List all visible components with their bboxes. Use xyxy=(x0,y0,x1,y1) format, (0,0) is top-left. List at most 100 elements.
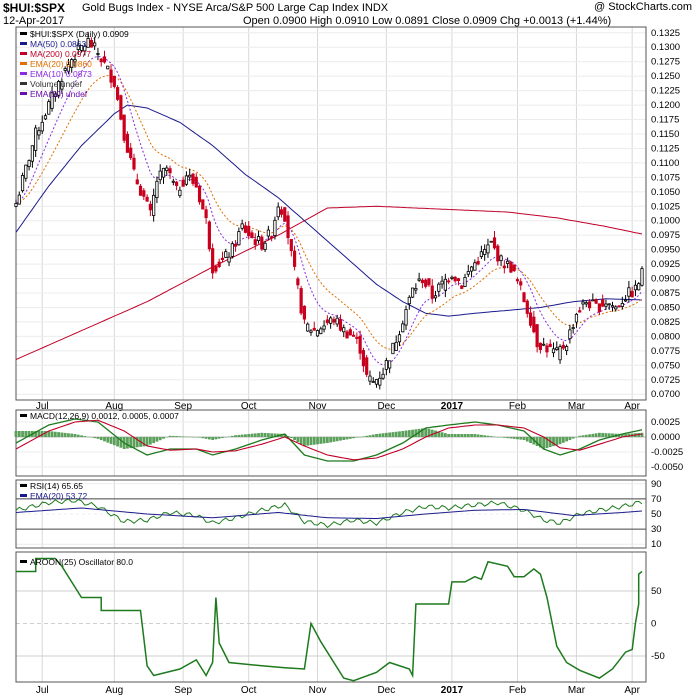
macd-histogram-bar xyxy=(270,433,274,437)
x-axis-tick-label-bottom: Nov xyxy=(309,685,327,696)
candle-body xyxy=(587,301,592,309)
candle-body xyxy=(217,261,221,267)
macd-histogram-bar xyxy=(627,433,631,437)
macd-histogram-bar xyxy=(37,431,41,437)
candle-body xyxy=(542,343,546,346)
macd-histogram-bar xyxy=(584,434,588,437)
candle-body xyxy=(299,288,303,314)
price-legend-swatch xyxy=(20,82,27,85)
candle-body xyxy=(394,341,398,351)
macd-histogram-bar xyxy=(486,435,490,437)
macd-histogram-bar xyxy=(221,437,224,438)
candle-body xyxy=(460,285,464,289)
macd-histogram-bar xyxy=(443,433,447,437)
macd-histogram-bar xyxy=(522,437,526,440)
candle-body xyxy=(433,295,438,299)
candle-body xyxy=(345,331,349,339)
candle-body xyxy=(558,346,562,361)
macd-histogram-bar xyxy=(339,437,342,441)
price-legend-swatch xyxy=(20,92,27,95)
candle-body xyxy=(525,300,529,314)
macd-histogram-bar xyxy=(447,434,451,437)
macd-histogram-bar xyxy=(27,431,31,437)
price-y-tick-label: 0.1300 xyxy=(651,42,680,53)
candle-body xyxy=(76,44,80,50)
macd-histogram-bar xyxy=(342,437,346,440)
rsi-legend-label: RSI(14) 65.65 xyxy=(30,481,83,491)
candle-body xyxy=(453,276,457,282)
candle-body xyxy=(155,180,159,199)
symbol-title: $HUI:$SPX xyxy=(3,1,66,15)
macd-histogram-bar xyxy=(597,432,601,437)
macd-histogram-bar xyxy=(227,436,231,438)
macd-histogram-bar xyxy=(496,437,500,438)
macd-histogram-bar xyxy=(362,436,365,437)
x-axis-tick-label-top: Apr xyxy=(624,401,640,412)
price-y-tick-label: 0.1175 xyxy=(651,115,679,126)
macd-histogram-bar xyxy=(181,436,185,437)
macd-histogram-bar xyxy=(375,434,378,437)
candle-body xyxy=(594,299,598,304)
macd-histogram-bar xyxy=(352,437,355,439)
price-legend-swatch xyxy=(20,62,27,65)
candle-body xyxy=(99,58,103,63)
candle-body xyxy=(532,316,536,333)
macd-histogram-bar xyxy=(502,437,506,438)
candle-body xyxy=(174,181,179,186)
macd-histogram-bar xyxy=(552,437,555,447)
candle-body xyxy=(106,65,110,70)
candle-body xyxy=(276,206,280,218)
candle-body xyxy=(414,288,418,291)
macd-histogram-bar xyxy=(457,434,460,437)
macd-histogram-bar xyxy=(312,437,316,445)
ema20-line xyxy=(15,75,643,350)
candle-body xyxy=(607,303,611,306)
macd-histogram-bar xyxy=(470,434,473,437)
candle-body xyxy=(476,260,480,265)
price-legend-label: MA(50) 0.0863 xyxy=(30,39,86,49)
macd-histogram-bar xyxy=(460,434,464,437)
price-y-tick-label: 0.0975 xyxy=(651,230,680,241)
candle-body xyxy=(60,80,64,90)
macd-histogram-bar xyxy=(21,431,24,437)
price-y-tick-label: 0.1225 xyxy=(651,86,680,97)
price-y-tick-label: 0.1025 xyxy=(651,201,680,212)
macd-histogram-bar xyxy=(240,434,244,437)
macd-histogram-bar xyxy=(263,432,267,437)
macd-histogram-bar xyxy=(588,434,591,437)
candle-body xyxy=(627,287,631,297)
macd-histogram-bar xyxy=(398,431,401,437)
candle-body xyxy=(378,377,382,386)
x-axis-tick-label-bottom: 2017 xyxy=(441,685,464,696)
candle-body xyxy=(158,170,162,181)
rsi-ema-line xyxy=(15,507,643,519)
candle-body xyxy=(116,87,120,100)
macd-histogram-bar xyxy=(142,437,146,447)
macd-histogram-bar xyxy=(466,434,470,437)
macd-histogram-bar xyxy=(204,437,208,439)
candle-body xyxy=(551,348,556,354)
candle-body xyxy=(335,317,339,325)
price-legend-label: $HUI:$SPX (Daily) 0.0909 xyxy=(30,29,129,39)
candle-body xyxy=(496,245,500,262)
candle-body xyxy=(601,299,605,307)
candle-body xyxy=(306,323,310,332)
macd-histogram-bar xyxy=(421,428,424,437)
candle-body xyxy=(214,266,218,272)
macd-histogram-bar xyxy=(296,437,300,442)
price-y-tick-label: 0.1050 xyxy=(651,187,680,198)
macd-histogram-bar xyxy=(450,434,454,437)
candle-body xyxy=(309,330,313,333)
candle-body xyxy=(522,292,526,303)
macd-histogram-bar xyxy=(289,437,293,438)
candle-body xyxy=(401,323,405,333)
macd-histogram-bar xyxy=(217,437,221,439)
aroon-y-tick-label: 0 xyxy=(651,619,656,630)
macd-histogram-bar xyxy=(594,433,598,437)
price-y-tick-label: 0.0750 xyxy=(651,360,680,371)
candle-body xyxy=(338,318,343,331)
macd-histogram-bar xyxy=(83,436,87,437)
macd-histogram-bar xyxy=(640,432,644,437)
candle-body xyxy=(591,299,595,302)
macd-histogram-bar xyxy=(437,431,441,437)
